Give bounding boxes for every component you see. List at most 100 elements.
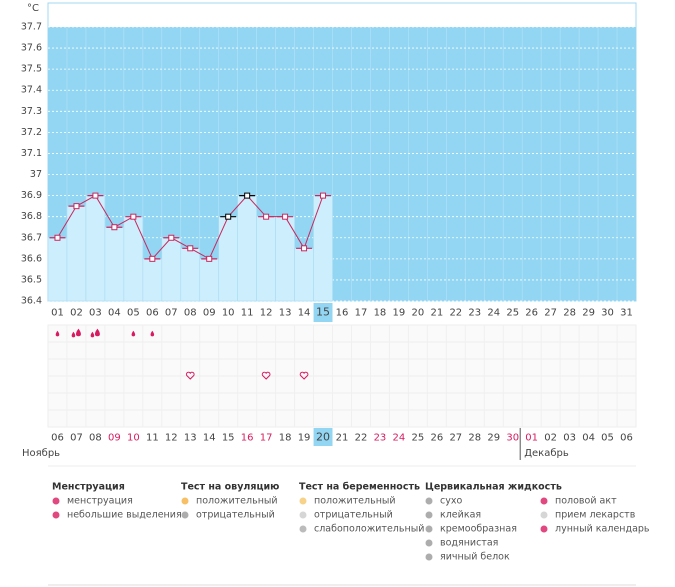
legend-icon (425, 511, 433, 519)
legend-heading: Тест на беременность (299, 482, 420, 493)
x-tick-label: 05 (127, 308, 140, 319)
date-label: 03 (563, 433, 576, 444)
legend-icon (299, 511, 307, 519)
legend-icon (425, 497, 433, 505)
temp-column (256, 216, 276, 302)
x-tick-label: 27 (544, 308, 557, 319)
date-label: 01 (525, 433, 538, 444)
x-tick-label: 22 (449, 308, 462, 319)
plot-area (48, 26, 636, 301)
temp-point (263, 213, 270, 220)
legend-icon (52, 497, 60, 505)
month-label: Ноябрь (22, 448, 60, 459)
x-tick-label: 10 (222, 308, 235, 319)
x-tick-label: 11 (241, 308, 254, 319)
temp-point (92, 192, 99, 199)
legend-icon (181, 511, 189, 519)
x-tick-label: 28 (563, 308, 576, 319)
legend-item: клейкая (440, 510, 481, 521)
legend-item: сухо (440, 496, 462, 507)
x-tick-label: 16 (336, 308, 349, 319)
x-tick-label: 04 (108, 308, 121, 319)
legend-item: положительный (196, 496, 278, 507)
x-tick-label: 20 (412, 308, 425, 319)
x-tick-label: 26 (525, 308, 538, 319)
temp-point (73, 203, 80, 210)
legend-icon (425, 525, 433, 533)
legend-item: положительный (314, 496, 396, 507)
date-label: 26 (430, 433, 443, 444)
heart-icon (299, 371, 309, 380)
temp-column (161, 237, 182, 302)
x-tick-label: 15 (316, 306, 330, 319)
y-tick-label: 36.6 (21, 253, 42, 264)
date-label: 23 (374, 433, 387, 444)
heart-icon (261, 371, 271, 380)
y-tick-label: 37.3 (21, 106, 42, 117)
date-label: 29 (487, 433, 500, 444)
temp-point (301, 245, 308, 252)
date-label: 21 (336, 433, 349, 444)
legend-item: менструация (67, 496, 133, 507)
temp-column (294, 248, 314, 302)
month-label: Декабрь (524, 448, 569, 459)
legend-heading: Цервикальная жидкость (425, 482, 562, 493)
temp-point (320, 192, 327, 199)
x-tick-label: 18 (374, 308, 387, 319)
date-label: 05 (601, 433, 614, 444)
x-tick-label: 24 (487, 308, 500, 319)
legend-icon (540, 497, 548, 505)
date-label: 14 (203, 433, 216, 444)
drop-icon (55, 330, 60, 337)
temp-point (149, 255, 156, 262)
temp-point (54, 234, 61, 241)
temp-point (111, 224, 118, 231)
temp-column (313, 195, 333, 302)
x-tick-label: 31 (620, 308, 633, 319)
x-tick-label: 03 (89, 308, 102, 319)
temp-column (104, 226, 125, 302)
temp-column (199, 258, 220, 302)
y-tick-label: 37.7 (21, 21, 42, 32)
legend-icon (181, 497, 189, 505)
temp-column (85, 195, 106, 302)
legend-item: половой акт (555, 496, 617, 507)
y-unit: °C (27, 3, 39, 14)
date-label: 02 (544, 433, 557, 444)
legend-item: яичный белок (440, 552, 510, 563)
legend-item: лунный календарь (555, 524, 650, 535)
legend-item: небольшие выделения (67, 510, 182, 521)
legend-item: кремообразная (440, 524, 517, 535)
date-label: 24 (393, 433, 406, 444)
legend-heading: Тест на овуляцию (181, 482, 279, 493)
x-tick-label: 21 (430, 308, 443, 319)
legend-item: отрицательный (314, 510, 393, 521)
temp-point (168, 234, 175, 241)
drop-icon (75, 328, 81, 337)
date-label: 30 (506, 433, 519, 444)
date-label: 10 (127, 433, 140, 444)
temp-point (187, 245, 194, 252)
y-tick-label: 36.9 (21, 190, 42, 201)
date-label: 07 (70, 433, 83, 444)
y-tick-label: 36.4 (21, 296, 42, 307)
x-tick-label: 09 (203, 308, 216, 319)
temp-column (123, 216, 144, 302)
temp-point (225, 213, 232, 220)
drop-icon (90, 331, 95, 338)
y-tick-label: 36.5 (21, 274, 42, 285)
temp-column (237, 195, 257, 302)
temp-column (66, 205, 87, 302)
date-label: 20 (316, 431, 330, 444)
x-tick-label: 06 (146, 308, 159, 319)
highlight-date (313, 428, 333, 446)
date-label: 06 (51, 433, 64, 444)
y-tick-label: 37 (30, 169, 42, 180)
legend-icon (425, 553, 433, 561)
date-label: 18 (279, 433, 292, 444)
y-tick-label: 36.7 (21, 232, 42, 243)
legend-item: отрицательный (196, 510, 275, 521)
date-label: 28 (468, 433, 481, 444)
date-label: 19 (298, 433, 311, 444)
x-tick-label: 25 (506, 308, 519, 319)
